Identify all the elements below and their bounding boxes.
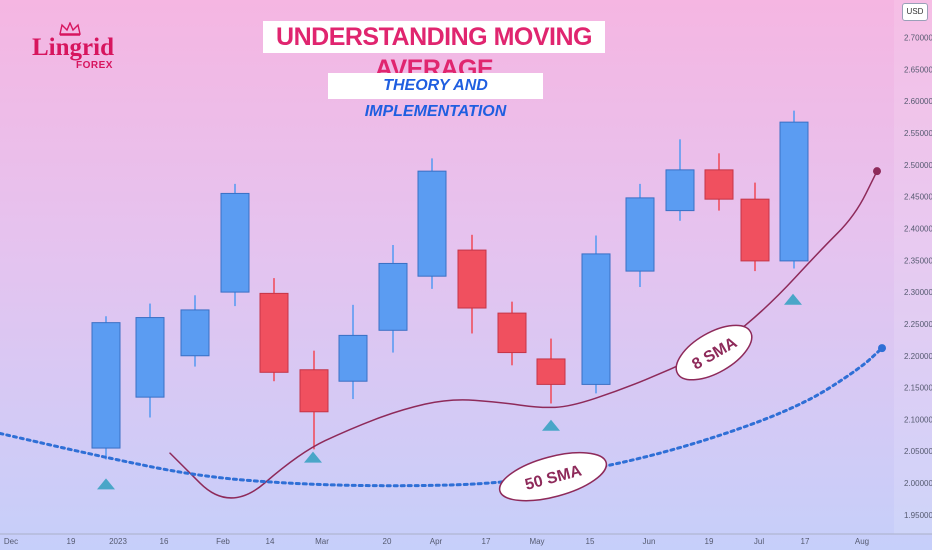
- y-tick-label: 2.00000: [904, 479, 932, 488]
- candle-body: [625, 197, 655, 272]
- candle: [180, 295, 210, 367]
- candle: [299, 350, 329, 450]
- y-axis: 1.95000 2.00000 2.05000 2.10000 2.15000 2.200…: [894, 0, 932, 534]
- x-tick-label: 19: [705, 537, 714, 546]
- signal-marker: [542, 419, 560, 431]
- candle-body: [457, 249, 487, 309]
- y-tick-label: 2.10000: [904, 415, 932, 424]
- candle: [536, 338, 566, 404]
- candle-body: [665, 169, 695, 212]
- candle-body: [135, 317, 165, 398]
- x-tick-label: 17: [801, 537, 810, 546]
- x-tick-label: 20: [383, 537, 392, 546]
- x-tick-label: May: [529, 537, 544, 546]
- x-tick-label: 2023: [109, 537, 127, 546]
- y-tick-label: 2.15000: [904, 384, 932, 393]
- candle-body: [536, 358, 566, 385]
- logo-name: Lingrid: [32, 34, 114, 61]
- x-tick-label: Feb: [216, 537, 230, 546]
- candle-body: [497, 312, 527, 354]
- candle-body: [180, 309, 210, 357]
- candle-body: [338, 334, 368, 382]
- y-tick-label: 2.25000: [904, 320, 932, 329]
- endpoint-8-sma: [873, 167, 881, 176]
- candle: [378, 244, 408, 353]
- lingrid-logo: Lingrid FOREX: [32, 22, 114, 72]
- signal-marker: [784, 293, 802, 305]
- y-tick-label: 2.45000: [904, 193, 932, 202]
- candle-body: [704, 169, 734, 200]
- y-tick-label: 2.55000: [904, 129, 932, 138]
- chart-title: UNDERSTANDING MOVING AVERAGE: [263, 21, 605, 83]
- x-tick-label: Apr: [430, 537, 443, 546]
- candle-body: [378, 262, 408, 331]
- x-tick-label: Dec: [4, 537, 18, 546]
- y-tick-label: 2.20000: [904, 352, 932, 361]
- y-tick-label: 2.70000: [904, 33, 932, 42]
- y-tick-label: 2.05000: [904, 447, 932, 456]
- label-bubble: [675, 324, 753, 381]
- label-50-sma: 50 SMA: [498, 451, 608, 502]
- candle: [665, 139, 695, 221]
- y-tick-label: 2.35000: [904, 256, 932, 265]
- candle: [625, 183, 655, 288]
- x-tick-label: Jun: [643, 537, 656, 546]
- y-tick-label: 2.65000: [904, 65, 932, 74]
- ma-labels: 8 SMA 50 SMA: [498, 324, 753, 502]
- candle-body: [779, 121, 809, 262]
- endpoint-50-sma: [878, 344, 886, 353]
- candle-body: [91, 322, 121, 449]
- candle: [135, 303, 165, 418]
- candle: [417, 158, 447, 289]
- candles-layer: [91, 110, 809, 460]
- label-bubble: [498, 451, 608, 502]
- x-axis: Dec 19 2023 16 Feb 14 Mar 20 Apr 17 May 15 Jun 19 Jul 1…: [0, 533, 932, 546]
- label-8-sma: 8 SMA: [675, 324, 753, 381]
- candle: [581, 235, 611, 394]
- x-tick-label: Aug: [855, 537, 869, 546]
- candle-body: [581, 253, 611, 385]
- chart-subtitle: THEORY AND IMPLEMENTATION: [328, 73, 543, 120]
- y-tick-label: 2.30000: [904, 288, 932, 297]
- x-tick-label: 15: [586, 537, 595, 546]
- y-tick-label: 1.95000: [904, 511, 932, 520]
- candle: [497, 301, 527, 366]
- candle-body: [259, 292, 289, 373]
- candle-body: [299, 369, 329, 413]
- candle: [457, 234, 487, 334]
- candle-body: [417, 170, 447, 277]
- candle-body: [740, 198, 770, 262]
- x-tick-label: 16: [160, 537, 169, 546]
- y-axis-panel: [894, 0, 932, 534]
- candle-body: [220, 192, 250, 293]
- candle: [704, 153, 734, 211]
- x-tick-label: Mar: [315, 537, 329, 546]
- logo-sub: FOREX: [76, 60, 113, 71]
- candle: [220, 183, 250, 307]
- candle: [779, 110, 809, 269]
- moving-average-lines: [0, 167, 886, 499]
- x-tick-label: 19: [67, 537, 76, 546]
- line-50-sma: [0, 346, 884, 488]
- crown-icon: [59, 22, 81, 36]
- candle: [740, 182, 770, 272]
- candle: [338, 304, 368, 400]
- currency-badge[interactable]: USD: [902, 3, 928, 21]
- candle: [91, 316, 121, 460]
- y-tick-label: 2.60000: [904, 97, 932, 106]
- line-8-sma: [169, 170, 878, 499]
- candle: [259, 278, 289, 382]
- signal-marker: [304, 451, 322, 463]
- x-tick-label: 17: [482, 537, 491, 546]
- signal-marker: [97, 478, 115, 490]
- y-tick-label: 2.50000: [904, 161, 932, 170]
- x-tick-label: 14: [266, 537, 275, 546]
- signal-markers: [97, 293, 802, 490]
- x-tick-label: Jul: [754, 537, 764, 546]
- y-tick-label: 2.40000: [904, 224, 932, 233]
